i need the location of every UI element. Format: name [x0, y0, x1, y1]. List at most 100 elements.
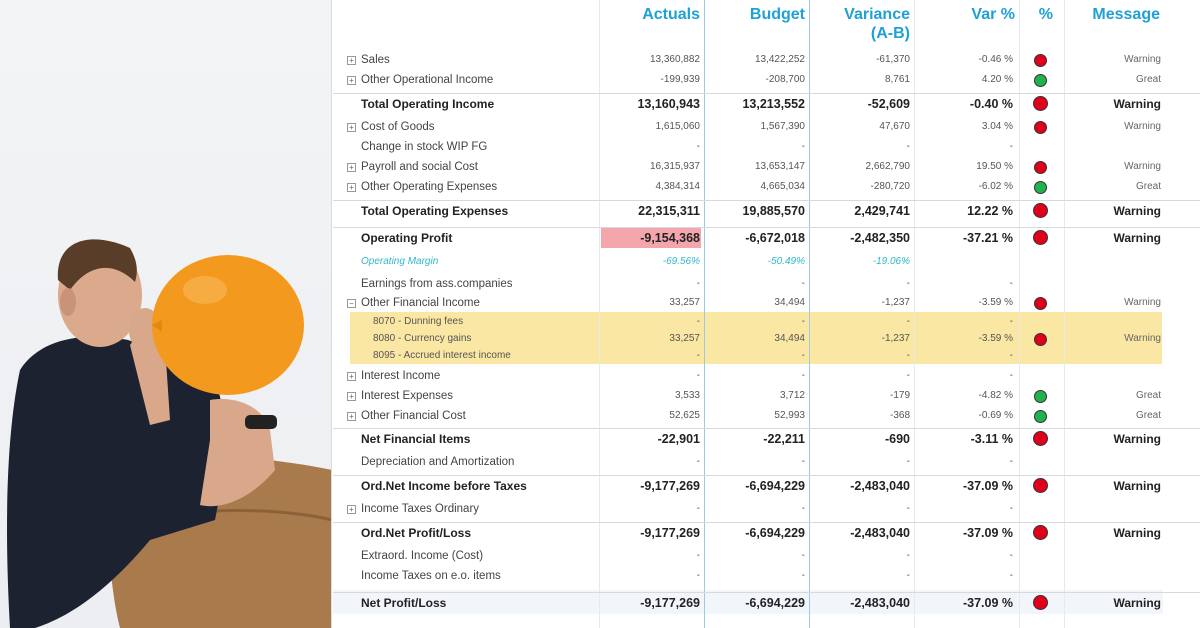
cell-actuals: 16,315,937 [649, 161, 700, 172]
cell-message [1064, 274, 1161, 294]
table-row[interactable]: + Interest Expenses 3,533 3,712 -179 -4.82 % G… [333, 386, 1200, 406]
cell-budget: - [801, 456, 805, 467]
cell-actuals: - [696, 370, 700, 381]
table-row[interactable]: + Other Operating Expenses 4,384,314 4,665,… [333, 177, 1200, 197]
cell-message: Warning [1124, 161, 1161, 172]
header-pct[interactable]: % [1038, 6, 1053, 23]
status-green-dot-icon [1034, 390, 1047, 403]
cell-var-pct: -3.11 % [970, 432, 1013, 446]
cell-message: Warning [1124, 333, 1161, 344]
collapse-icon[interactable]: − [347, 299, 356, 308]
row-label-text: Operating Profit [361, 231, 453, 245]
table-row[interactable]: Operating Margin -69.56% -50.49% -19.06% [333, 252, 1200, 272]
table-row[interactable]: Total Operating Expenses 22,315,311 19,885… [333, 200, 1200, 220]
row-label-text: Extraord. Income (Cost) [361, 550, 484, 562]
table-row[interactable]: Ord.Net Profit/Loss -9,177,269 -6,694,229 -… [333, 522, 1200, 542]
cell-message: Warning [1113, 526, 1161, 540]
table-row[interactable]: Operating Profit -9,154,368 -6,672,018 -2,4… [333, 227, 1200, 247]
expand-icon[interactable]: + [347, 76, 356, 85]
table-row[interactable]: Ord.Net Income before Taxes -9,177,269 -6,… [333, 475, 1200, 495]
table-row[interactable]: + Payroll and social Cost 16,315,937 13,653… [333, 157, 1200, 177]
header-actuals[interactable]: Actuals [642, 6, 700, 23]
expand-icon[interactable]: + [347, 412, 356, 421]
status-red-dot-icon [1034, 161, 1047, 174]
row-label: Net Profit/Loss [361, 593, 611, 613]
row-label-text: Total Operating Income [361, 97, 495, 111]
cell-var-pct: 3.04 % [981, 121, 1013, 132]
expand-icon[interactable]: + [347, 505, 356, 514]
row-label-text: Sales [361, 54, 390, 66]
expand-icon[interactable]: + [347, 56, 356, 65]
table-row[interactable]: 8070 - Dunning fees - - - - [333, 312, 1200, 332]
cell-message [1064, 252, 1161, 272]
table-row[interactable]: Extraord. Income (Cost) - - - - [333, 546, 1200, 566]
expand-icon[interactable]: + [347, 183, 356, 192]
cell-var-pct: -37.09 % [962, 526, 1013, 540]
table-row[interactable]: Net Financial Items -22,901 -22,211 -690 -3.… [333, 428, 1200, 448]
table-row[interactable]: 8095 - Accrued interest income - - - - [333, 346, 1200, 366]
cell-message: Warning [1113, 231, 1161, 245]
header-message[interactable]: Message [1092, 6, 1160, 23]
row-label: Ord.Net Profit/Loss [361, 523, 611, 543]
cell-budget: 3,712 [779, 390, 805, 401]
table-row[interactable]: − Other Financial Income 33,257 34,494 -1,23… [333, 293, 1200, 313]
row-label: Ord.Net Income before Taxes [361, 476, 611, 496]
row-label-text: Net Financial Items [361, 432, 471, 446]
cell-message: Great [1135, 410, 1161, 421]
net-profit-band [333, 590, 1163, 614]
row-label: − Other Financial Income [347, 293, 597, 313]
expand-icon[interactable]: + [347, 163, 356, 172]
cell-var-pct: -37.09 % [962, 596, 1013, 610]
table-row[interactable]: Income Taxes on e.o. items - - - - [333, 566, 1200, 586]
expanded-rows-highlight [350, 312, 1162, 364]
cell-budget: 34,494 [774, 333, 805, 344]
cell-variance: -690 [884, 432, 910, 446]
status-red-dot-icon [1033, 478, 1048, 493]
row-label-text: Other Financial Income [361, 297, 480, 309]
cell-var-pct: - [1009, 370, 1013, 381]
cell-var-pct: 19.50 % [976, 161, 1013, 172]
table-row[interactable]: + Other Financial Cost 52,625 52,993 -368 -0.… [333, 406, 1200, 426]
cell-var-pct: - [1009, 503, 1013, 514]
row-label-text: Total Operating Expenses [361, 204, 509, 218]
cell-var-pct: - [1009, 278, 1013, 289]
header-var-pct[interactable]: Var % [971, 6, 1015, 23]
cell-budget: 13,213,552 [742, 97, 805, 111]
cell-message [1064, 566, 1161, 586]
table-row[interactable]: + Other Operational Income -199,939 -208,70… [333, 70, 1200, 90]
table-row[interactable]: + Cost of Goods 1,615,060 1,567,390 47,670 3.… [333, 117, 1200, 137]
cell-variance: - [906, 141, 910, 152]
table-row[interactable]: + Sales 13,360,882 13,422,252 -61,370 -0.46 %… [333, 50, 1200, 70]
status-red-dot-icon [1034, 121, 1047, 134]
row-label: Total Operating Income [361, 94, 611, 114]
table-row[interactable]: Change in stock WIP FG - - - - [333, 137, 1200, 157]
cell-message: Warning [1124, 54, 1161, 65]
cell-message: Warning [1113, 479, 1161, 493]
row-label: Operating Margin [361, 252, 611, 272]
table-row[interactable]: Net Profit/Loss -9,177,269 -6,694,229 -2,48… [333, 592, 1200, 612]
row-label: Operating Profit [361, 228, 611, 248]
cell-budget: - [801, 350, 805, 361]
cell-variance: - [906, 316, 910, 327]
expand-icon[interactable]: + [347, 372, 356, 381]
cell-actuals: 4,384,314 [655, 181, 701, 192]
cell-budget: -6,694,229 [745, 596, 805, 610]
row-label-text: Operating Margin [361, 256, 439, 267]
row-label-text: Net Profit/Loss [361, 596, 447, 610]
expand-icon[interactable]: + [347, 123, 356, 132]
table-row[interactable]: 8080 - Currency gains 33,257 34,494 -1,237 -… [333, 329, 1200, 349]
table-row[interactable]: Earnings from ass.companies - - - - [333, 274, 1200, 294]
header-budget[interactable]: Budget [749, 6, 805, 23]
cell-actuals: 13,360,882 [649, 54, 700, 65]
cell-var-pct: -0.40 % [969, 97, 1013, 111]
expand-icon[interactable]: + [347, 392, 356, 401]
cell-actuals: - [696, 316, 700, 327]
table-row[interactable]: Depreciation and Amortization - - - - [333, 452, 1200, 472]
table-row[interactable]: Total Operating Income 13,160,943 13,213,5… [333, 93, 1200, 113]
row-label: Total Operating Expenses [361, 201, 611, 221]
header-variance[interactable]: Variance (A-B) [809, 5, 910, 43]
table-row[interactable]: + Income Taxes Ordinary - - - - [333, 499, 1200, 519]
cell-actuals: -9,177,269 [640, 526, 700, 540]
cell-variance: -2,482,350 [850, 231, 910, 245]
table-row[interactable]: + Interest Income - - - - [333, 366, 1200, 386]
